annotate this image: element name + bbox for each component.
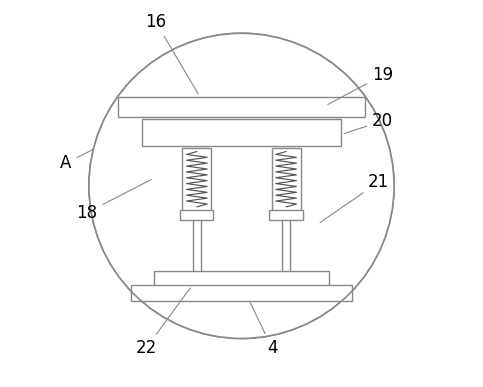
Bar (272, 148, 300, 211)
Text: A: A (60, 149, 94, 172)
Bar (154, 271, 329, 286)
Text: 21: 21 (320, 173, 389, 223)
Bar (193, 219, 201, 272)
Bar (131, 285, 352, 301)
Bar (142, 119, 341, 146)
Bar (117, 98, 366, 117)
Bar (183, 148, 211, 211)
Circle shape (89, 33, 394, 339)
Text: 16: 16 (145, 13, 198, 94)
Text: 18: 18 (76, 180, 151, 222)
Bar (282, 219, 290, 272)
Bar (270, 209, 303, 220)
Text: 19: 19 (328, 66, 393, 104)
Bar (180, 209, 213, 220)
Text: 20: 20 (344, 112, 393, 134)
Text: 22: 22 (136, 288, 190, 357)
Text: 4: 4 (250, 303, 277, 357)
Circle shape (89, 33, 394, 339)
